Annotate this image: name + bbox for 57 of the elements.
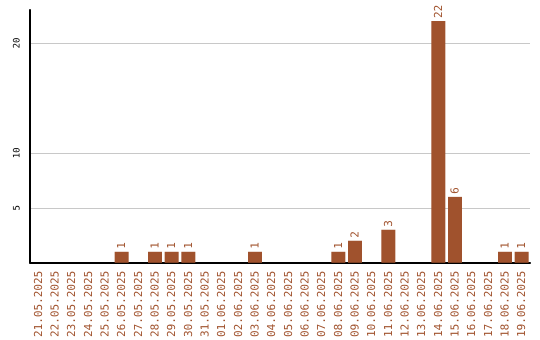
x-tick-label: 05.06.2025: [282, 270, 295, 338]
x-tick-label: 02.06.2025: [232, 270, 245, 338]
bar: [148, 252, 162, 263]
data-label: 2: [348, 231, 362, 238]
x-tick-label: 22.05.2025: [48, 270, 62, 338]
x-tick-label: 10.06.2025: [365, 270, 378, 338]
bar: [331, 252, 346, 263]
x-tick-label: 29.05.2025: [165, 270, 178, 338]
x-tick-label: 21.05.2025: [32, 270, 45, 338]
bar: [514, 252, 529, 263]
bar: [248, 252, 262, 263]
x-tick-label: 06.06.2025: [298, 270, 312, 338]
data-label: 1: [515, 242, 528, 249]
x-tick-label: 18.06.2025: [498, 270, 512, 338]
bar: [498, 252, 512, 263]
x-tick-label: 08.06.2025: [332, 270, 345, 338]
x-tick-label: 16.06.2025: [465, 270, 478, 338]
y-tick-label: 10: [12, 147, 22, 158]
data-label: 1: [115, 242, 128, 249]
y-tick-label: 5: [12, 205, 22, 211]
data-label: 3: [382, 220, 395, 227]
x-tick-label: 13.06.2025: [415, 270, 428, 338]
x-tick-label: 27.05.2025: [132, 270, 145, 338]
x-tick-label: 14.06.2025: [432, 270, 445, 338]
x-tick-label: 09.06.2025: [348, 270, 362, 338]
bar: [381, 230, 396, 263]
data-label: 1: [498, 242, 512, 249]
x-tick-label: 12.06.2025: [398, 270, 412, 338]
x-tick-label: 03.06.2025: [248, 270, 262, 338]
x-tick-label: 07.06.2025: [315, 270, 328, 338]
bar: [181, 252, 196, 263]
data-label: 1: [182, 242, 195, 249]
data-label: 1: [332, 242, 345, 249]
y-tick-label: 20: [12, 38, 22, 48]
bar: [431, 20, 446, 263]
x-tick-label: 31.05.2025: [198, 270, 212, 338]
bar: [114, 252, 129, 263]
x-tick-label: 25.05.2025: [98, 270, 112, 338]
data-label: 1: [248, 242, 262, 249]
bar: [448, 196, 462, 263]
x-tick-label: 04.06.2025: [265, 270, 278, 338]
x-tick-label: 23.05.2025: [65, 270, 78, 338]
x-tick-label: 24.05.2025: [82, 270, 95, 338]
bar: [164, 252, 179, 263]
x-tick-label: 17.06.2025: [482, 270, 495, 338]
data-label: 1: [165, 242, 178, 249]
x-tick-label: 01.06.2025: [215, 270, 228, 338]
x-tick-label: 30.05.2025: [182, 270, 195, 338]
x-tick-label: 28.05.2025: [148, 270, 162, 338]
x-tick-label: 11.06.2025: [382, 270, 395, 338]
x-tick-label: 26.05.2025: [115, 270, 128, 338]
bar: [348, 240, 362, 263]
data-label: 1: [148, 242, 162, 249]
x-tick-label: 19.06.2025: [515, 270, 528, 338]
x-tick-label: 15.06.2025: [448, 270, 462, 338]
data-label: 6: [448, 187, 462, 194]
data-label: 22: [432, 4, 445, 18]
